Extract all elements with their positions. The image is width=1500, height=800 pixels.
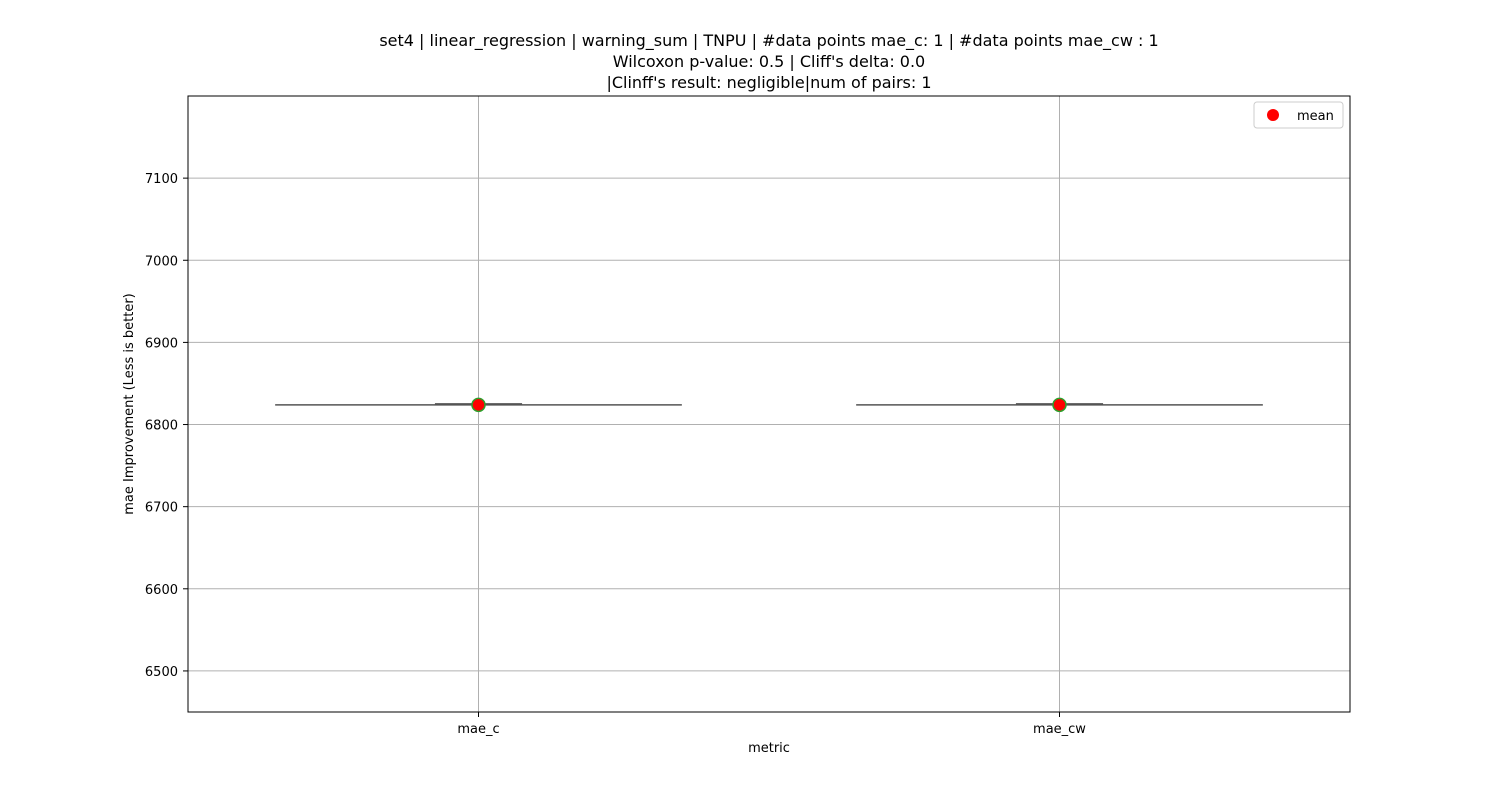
x-tick-label-mae_cw: mae_cw xyxy=(1033,722,1086,737)
chart-title: set4 | linear_regression | warning_sum |… xyxy=(379,31,1158,92)
x-tick-label-mae_c: mae_c xyxy=(457,722,499,737)
mean-marker xyxy=(471,397,486,413)
y-tick-label: 7000 xyxy=(145,254,178,269)
y-axis-ticks: 6500 6600 6700 6800 6900 7000 7100 xyxy=(145,172,188,680)
y-tick-label: 6700 xyxy=(145,501,178,516)
box-mae_cw xyxy=(856,397,1263,413)
grid xyxy=(188,96,1350,712)
y-tick-label: 7100 xyxy=(145,172,178,187)
legend-mean-marker xyxy=(1267,109,1279,121)
title-line-2: Wilcoxon p-value: 0.5 | Cliff's delta: 0… xyxy=(613,52,925,71)
legend-box xyxy=(1253,101,1344,129)
box-mae_c xyxy=(275,397,682,413)
x-axis-ticks: mae_c mae_cw xyxy=(457,712,1086,737)
y-tick-label: 6600 xyxy=(145,583,178,598)
y-axis-label: mae Improvement (Less is better) xyxy=(122,293,137,514)
plot-area-frame xyxy=(187,95,1351,713)
y-tick-label: 6900 xyxy=(145,336,178,351)
x-axis-label: metric xyxy=(748,741,790,756)
legend-mean-label: mean xyxy=(1297,109,1334,124)
y-tick-label: 6800 xyxy=(145,419,178,434)
mean-marker xyxy=(1052,397,1067,413)
box-plots xyxy=(275,397,1263,413)
y-tick-label: 6500 xyxy=(145,665,178,680)
title-line-3: |Clinff's result: negligible|num of pair… xyxy=(606,73,931,92)
title-line-1: set4 | linear_regression | warning_sum |… xyxy=(379,31,1158,51)
legend: mean xyxy=(1253,101,1344,129)
